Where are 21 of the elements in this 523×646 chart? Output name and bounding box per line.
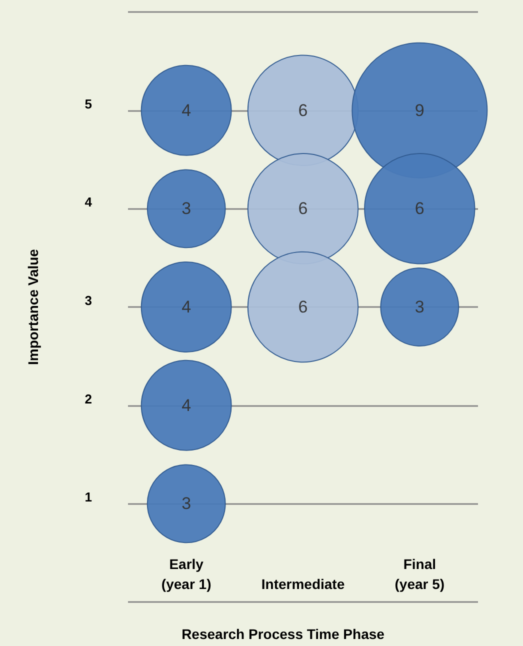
data-label: 4 [182,298,192,316]
y-tick-label: 1 [84,490,92,505]
data-label: 3 [414,298,424,316]
data-label: 6 [298,100,308,120]
data-label: 3 [182,199,192,218]
x-axis-title: Research Process Time Phase [182,626,385,642]
x-tick-label: Intermediate [261,576,345,592]
data-label: 4 [182,100,192,120]
y-tick-label: 4 [84,194,93,210]
data-label: 9 [414,100,424,120]
data-label: 6 [298,199,308,218]
y-tick-label: 5 [84,96,92,112]
y-tick-label: 2 [84,391,92,406]
y-axis-title: Importance Value [25,248,41,365]
y-tick-label: 3 [84,293,92,308]
data-label: 6 [298,298,308,316]
x-tick-label: Early (year 1) [161,556,212,592]
data-label: 3 [182,494,192,514]
data-label: 6 [414,199,424,218]
data-label: 4 [182,396,192,415]
x-tick-label: Final (year 5) [394,556,445,592]
